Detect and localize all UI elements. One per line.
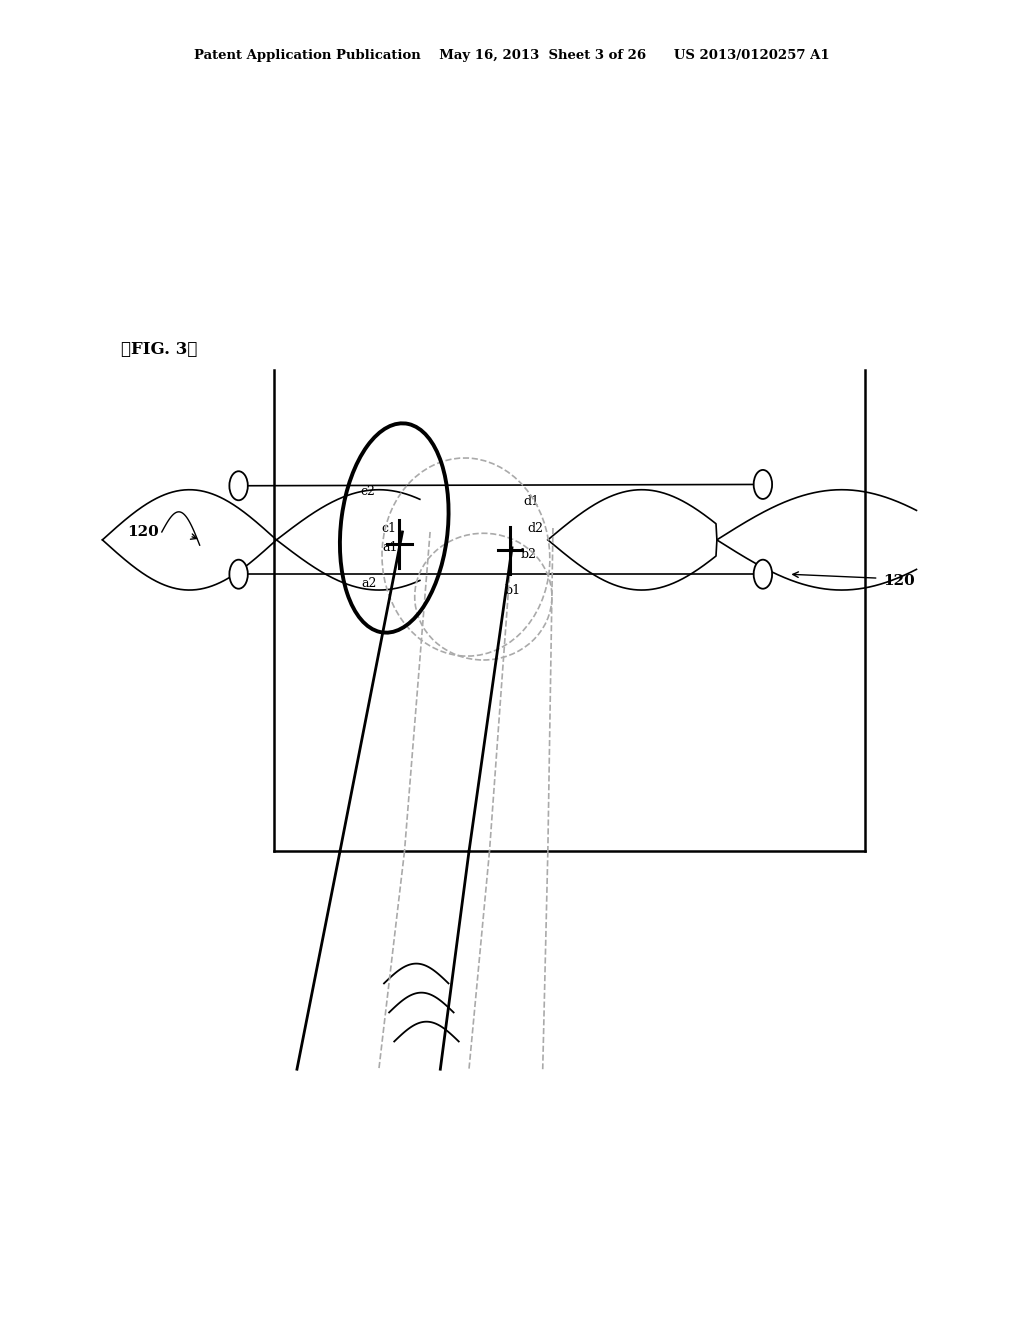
Text: c1: c1 [381, 521, 396, 535]
Text: d1: d1 [523, 495, 540, 508]
Ellipse shape [229, 560, 248, 589]
Ellipse shape [754, 560, 772, 589]
Text: a1: a1 [382, 541, 397, 554]
Text: 【FIG. 3】: 【FIG. 3】 [121, 342, 198, 358]
Text: Patent Application Publication    May 16, 2013  Sheet 3 of 26      US 2013/01202: Patent Application Publication May 16, 2… [195, 49, 829, 62]
Text: c2: c2 [360, 484, 376, 498]
Text: b2: b2 [520, 548, 537, 561]
Text: d2: d2 [527, 521, 544, 535]
Text: a2: a2 [361, 577, 377, 590]
Text: 120: 120 [883, 574, 914, 587]
Text: 120: 120 [127, 525, 159, 539]
Ellipse shape [754, 470, 772, 499]
Ellipse shape [229, 471, 248, 500]
Text: b1: b1 [505, 583, 521, 597]
